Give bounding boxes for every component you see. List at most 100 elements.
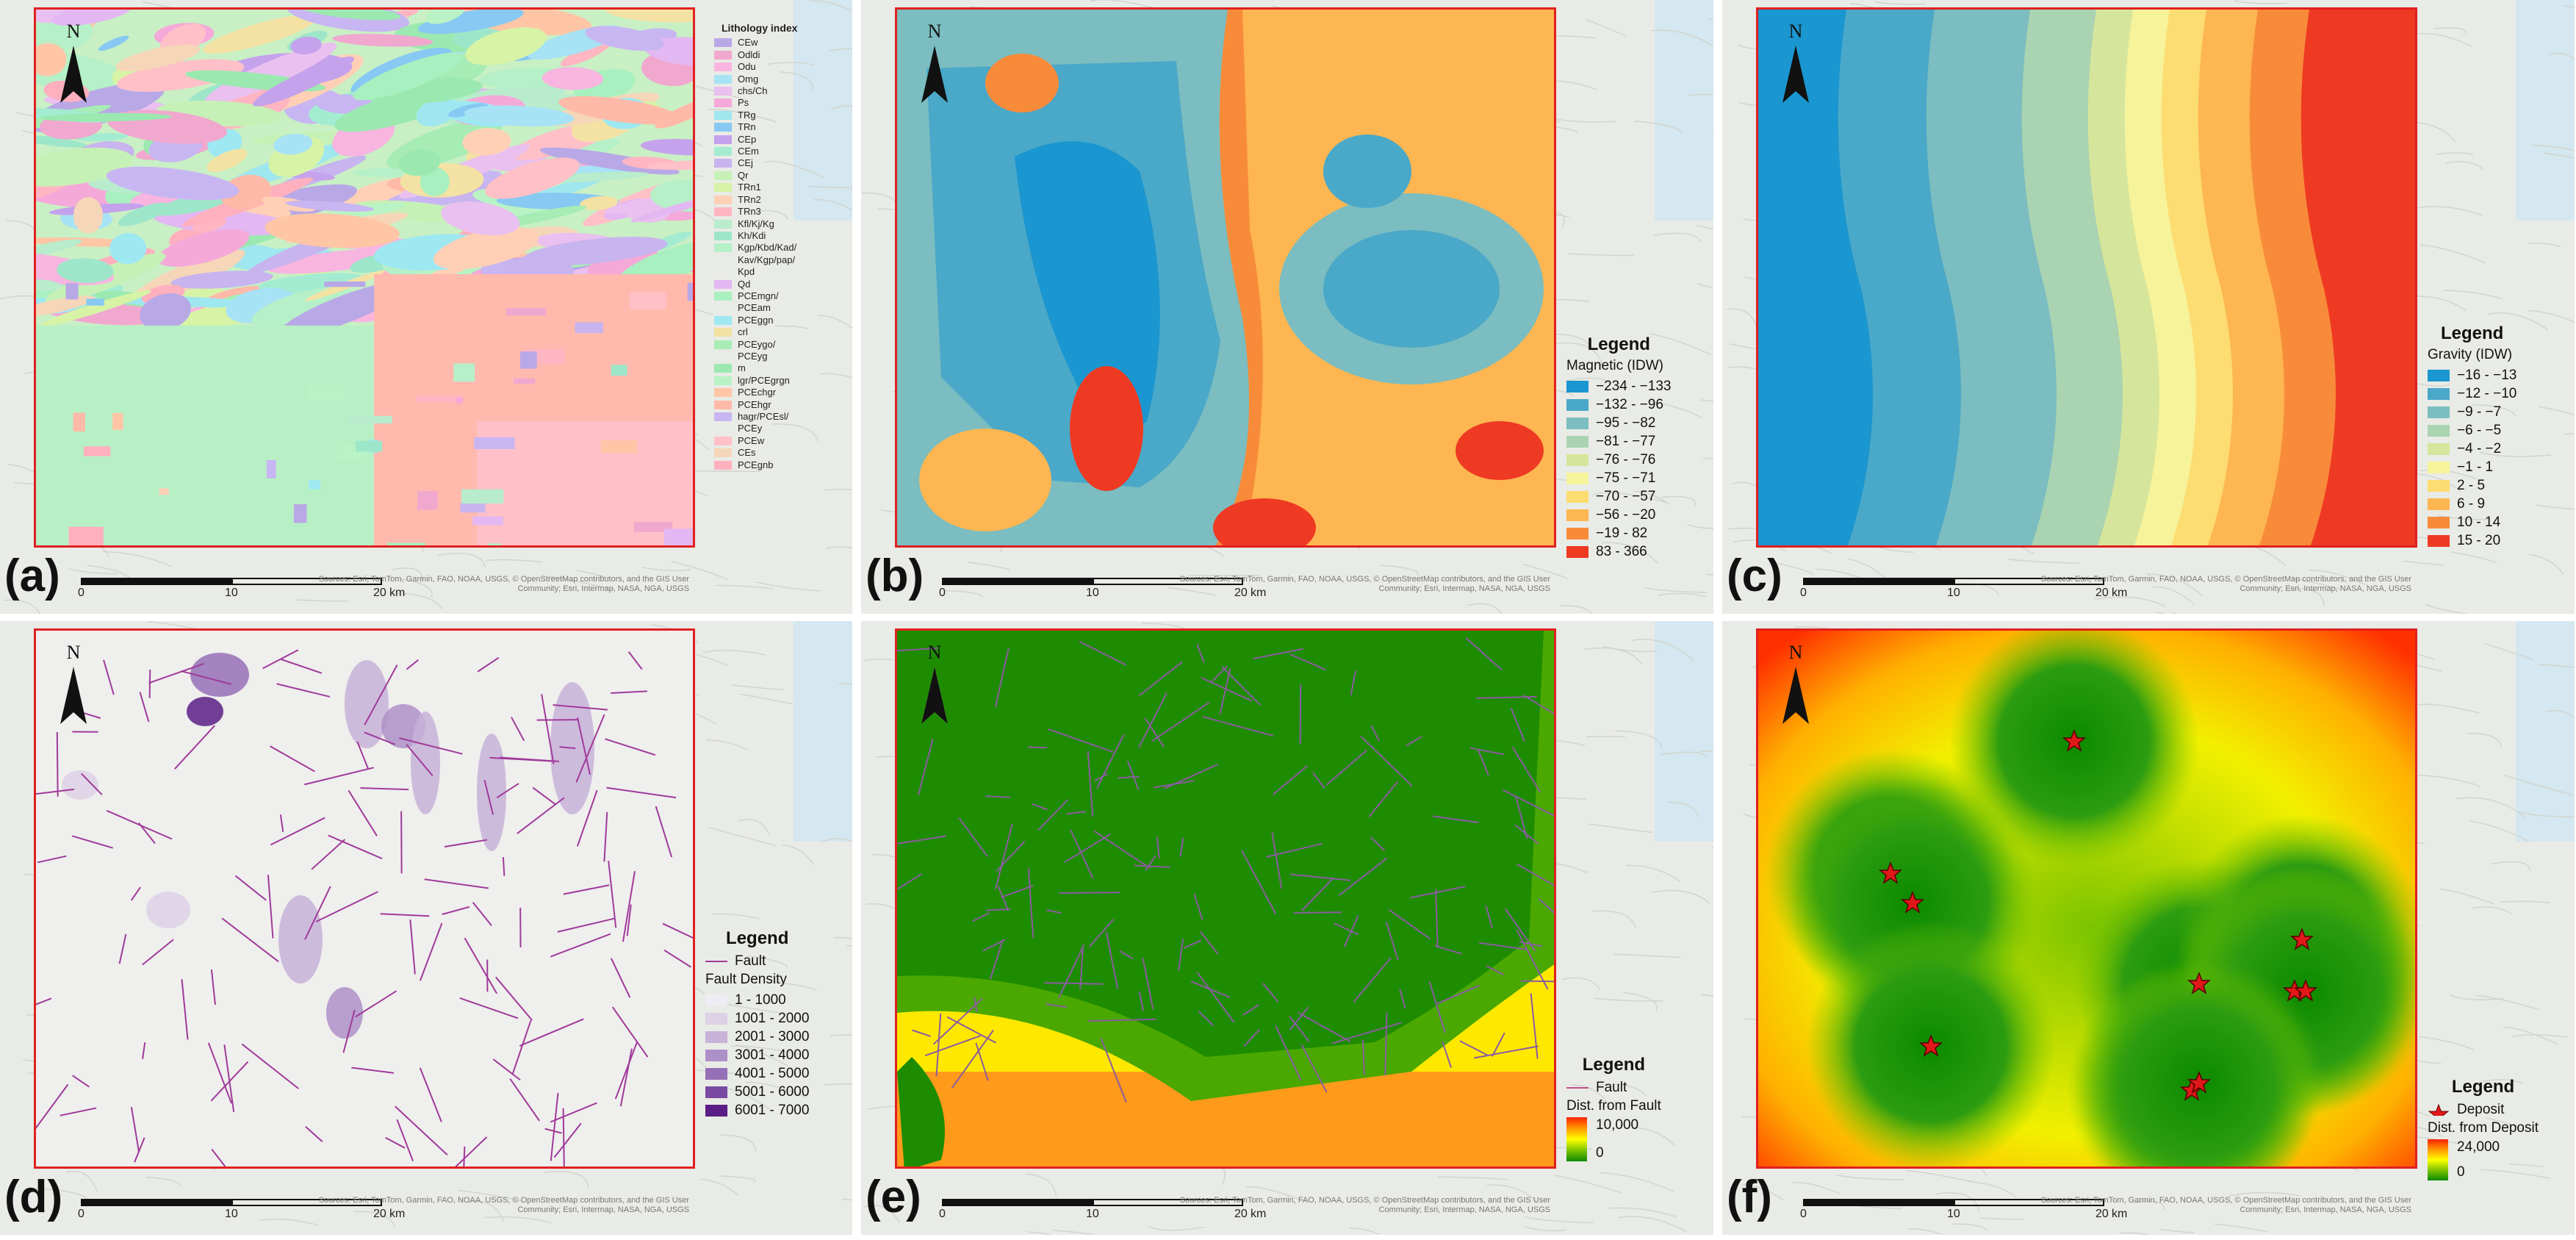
legend-swatch — [714, 219, 732, 229]
legend-swatch — [714, 448, 732, 458]
legend-swatch — [714, 98, 732, 108]
map-panel-a: N (a) 0 10 20 km Sources: Esri, TomTom, … — [0, 0, 852, 614]
legend-swatch — [714, 50, 732, 60]
deposit-star — [2187, 1070, 2211, 1094]
scale-tick: 0 — [78, 1208, 84, 1220]
map-frame — [34, 7, 695, 548]
legend-item-label: CEm — [738, 146, 759, 157]
legend-swatch — [705, 1012, 727, 1025]
panel-label: (b) — [866, 551, 924, 601]
legend-swatch — [705, 1031, 727, 1043]
north-arrow: N — [1774, 642, 1818, 730]
panel-label: (d) — [4, 1172, 63, 1222]
legend-swatch — [2428, 479, 2450, 492]
legend-item: hagr/PCEsl/ PCEy — [714, 411, 797, 435]
north-label: N — [927, 642, 942, 663]
scale-tick: 10 — [1086, 587, 1099, 599]
legend-swatch — [714, 328, 732, 337]
scale-tick: 20 — [373, 1208, 386, 1220]
fault-density-map — [36, 631, 693, 1166]
north-arrow: N — [51, 21, 96, 109]
map-panel-c: N (c) 0 10 20 km Sources: Esri, TomTom, … — [1722, 0, 2575, 614]
legend-swatch — [1566, 509, 1589, 521]
ramp-min-label: 0 — [2457, 1164, 2465, 1180]
legend-item-label: lgr/PCEgrgn — [738, 374, 790, 386]
legend-swatch — [1566, 398, 1589, 411]
scale-unit: km — [2112, 587, 2128, 599]
legend-swatch — [714, 243, 732, 253]
legend-item-label: −9 - −7 — [2457, 404, 2502, 420]
legend-item: crl — [714, 326, 797, 338]
legend-item: −70 - −57 — [1566, 487, 1671, 506]
legend-item-label: TRn1 — [738, 182, 761, 193]
map-frame — [895, 7, 1556, 548]
north-arrow-icon — [1782, 46, 1809, 103]
fault-line-icon — [1566, 1086, 1589, 1089]
scale-tick: 10 — [1947, 587, 1960, 599]
north-label: N — [66, 21, 81, 42]
legend-swatch — [714, 291, 732, 301]
legend-item: Odldi — [714, 49, 797, 61]
legend-item-label: 2001 - 3000 — [735, 1028, 810, 1044]
legend-item: −9 - −7 — [2428, 403, 2516, 421]
color-ramp — [1566, 1117, 1587, 1161]
legend-swatch — [714, 376, 732, 385]
legend-item-label: −70 - −57 — [1596, 488, 1656, 504]
legend-item: PCEmgn/ PCEam — [714, 290, 797, 315]
scale-tick: 10 — [225, 587, 238, 599]
legend-item: PCEhgr — [714, 399, 797, 411]
legend-swatch — [705, 994, 727, 1006]
legend-item: PCEygo/ PCEyg — [714, 339, 797, 363]
legend-item: −6 - −5 — [2428, 421, 2516, 440]
scale-tick: 0 — [939, 1208, 946, 1220]
legend-swatch — [714, 110, 732, 120]
legend-item: Kh/Kdi — [714, 230, 797, 242]
legend-item-label: CEs — [738, 447, 756, 459]
legend: Legend Fault Dist. from Fault 10,000 0 — [1566, 1055, 1661, 1161]
legend-item: −56 - −20 — [1566, 506, 1671, 524]
legend-item-label: −76 - −76 — [1596, 451, 1656, 467]
scalebar: 0 10 20 km — [939, 1194, 1324, 1224]
legend-swatch — [714, 135, 732, 144]
legend-item: Qr — [714, 170, 797, 182]
legend-item-label: −19 - 82 — [1596, 525, 1648, 541]
scale-unit: km — [389, 1208, 406, 1220]
legend-item-label: CEj — [738, 157, 753, 169]
legend-swatch — [714, 147, 732, 157]
legend-swatch — [714, 279, 732, 289]
legend-item-label: crl — [738, 326, 748, 338]
scalebar: 0 10 20 km — [1800, 1194, 2185, 1224]
legend-item-label: Ps — [738, 97, 749, 109]
legend-item-label: PCEhgr — [738, 398, 771, 410]
legend-swatch — [2428, 516, 2450, 528]
north-arrow: N — [913, 642, 957, 730]
legend-item-label: −4 - −2 — [2457, 440, 2502, 456]
legend-item: −16 - −13 — [2428, 366, 2516, 384]
legend-item: 15 - 20 — [2428, 531, 2516, 550]
legend-item: Odu — [714, 61, 797, 73]
legend-item-label: 2 - 5 — [2457, 477, 2486, 493]
legend-swatch — [1566, 380, 1589, 393]
legend-item-label: −95 - −82 — [1596, 415, 1656, 431]
legend-item-label: PCEw — [738, 434, 765, 446]
deposit-star — [2062, 728, 2086, 752]
scale-tick: 20 — [1234, 587, 1248, 599]
legend-swatch — [714, 159, 732, 168]
scale-tick: 10 — [1086, 1208, 1099, 1220]
legend-item-label: PCEgnb — [738, 459, 774, 470]
legend-swatch — [714, 195, 732, 204]
legend-swatch — [2428, 369, 2450, 381]
fault-line-icon — [705, 960, 727, 962]
map-panel-f: N (f) 0 10 20 km Sources: Esri, TomTom, … — [1722, 621, 2575, 1235]
map-panel-b: N (b) 0 10 20 km Sources: Esri, TomTom, … — [861, 0, 1713, 614]
scale-tick: 20 — [2095, 1208, 2109, 1220]
north-label: N — [927, 21, 942, 42]
legend-item: −81 - −77 — [1566, 432, 1671, 451]
legend-item-label: CEp — [738, 133, 757, 145]
legend-item-label: Fault — [1596, 1079, 1627, 1095]
scalebar: 0 10 20 km — [939, 573, 1324, 603]
legend-item: PCEggn — [714, 315, 797, 326]
lithology-map — [36, 10, 693, 545]
legend-title: Legend — [1587, 334, 1650, 354]
legend-swatch — [705, 1067, 727, 1080]
